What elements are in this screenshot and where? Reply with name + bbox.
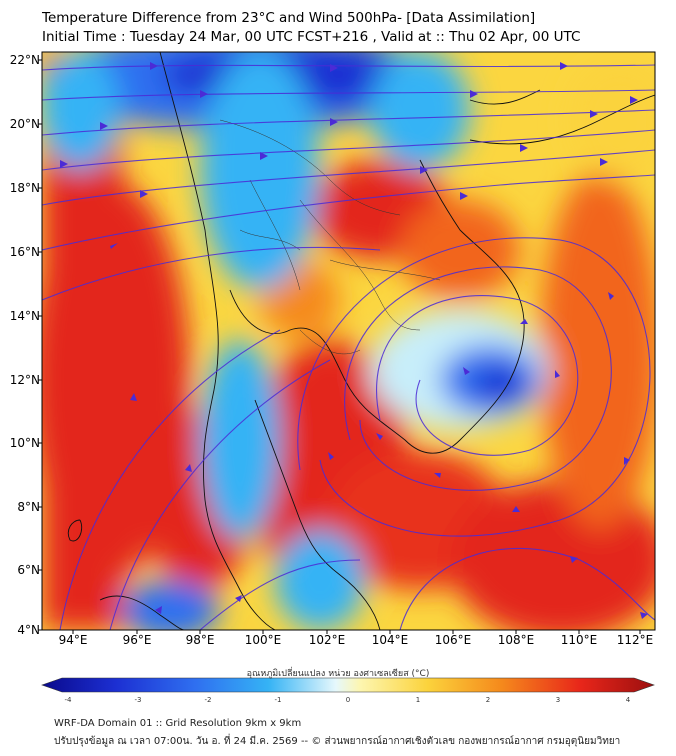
lon-label: 94°E [58, 633, 88, 647]
map-frame [41, 51, 656, 631]
coastlines [67, 52, 655, 630]
lon-label: 100°E [244, 633, 282, 647]
axis-ticks [38, 59, 641, 634]
lat-label: 22°N [9, 53, 40, 67]
borders [219, 119, 441, 355]
lat-label: 20°N [9, 117, 40, 131]
lon-label: 106°E [434, 633, 472, 647]
wind-arrows [60, 62, 648, 619]
colorbar-tick: -3 [134, 696, 142, 704]
map-title: Temperature Difference from 23°C and Win… [42, 10, 536, 26]
lat-label: 8°N [17, 500, 40, 514]
colorbar-tick: 1 [415, 696, 421, 704]
lon-label: 104°E [371, 633, 409, 647]
lon-label: 96°E [122, 633, 152, 647]
lon-label: 112°E [616, 633, 654, 647]
colorbar [41, 677, 655, 693]
temperature-field [42, 52, 655, 630]
wind-streamlines [42, 64, 655, 630]
lat-label: 12°N [9, 373, 40, 387]
lat-label: 18°N [9, 181, 40, 195]
lat-label: 14°N [9, 309, 40, 323]
lon-label: 98°E [185, 633, 215, 647]
footer-credit: ปรับปรุงข้อมูล ณ เวลา 07:00น. วัน อ. ที่… [54, 736, 621, 747]
colorbar-tick: 0 [345, 696, 351, 704]
colorbar-tick: -4 [64, 696, 72, 704]
lat-label: 6°N [17, 563, 40, 577]
lat-label: 16°N [9, 245, 40, 259]
colorbar-tick: -2 [204, 696, 212, 704]
colorbar-tick: 2 [485, 696, 491, 704]
colorbar-title: อุณหภูมิเปลี่ยนแปลง หน่วย องศาเซลเซียส (… [246, 669, 430, 679]
lon-label: 102°E [308, 633, 346, 647]
lon-label: 108°E [497, 633, 535, 647]
map-subtitle: Initial Time : Tuesday 24 Mar, 00 UTC FC… [42, 29, 581, 45]
colorbar-tick: 3 [555, 696, 561, 704]
lon-label: 110°E [560, 633, 598, 647]
colorbar-tick: -1 [274, 696, 282, 704]
footer-model-info: WRF-DA Domain 01 :: Grid Resolution 9km … [54, 718, 302, 729]
lat-label: 10°N [9, 436, 40, 450]
colorbar-tick: 4 [625, 696, 631, 704]
lat-label: 4°N [17, 623, 40, 637]
